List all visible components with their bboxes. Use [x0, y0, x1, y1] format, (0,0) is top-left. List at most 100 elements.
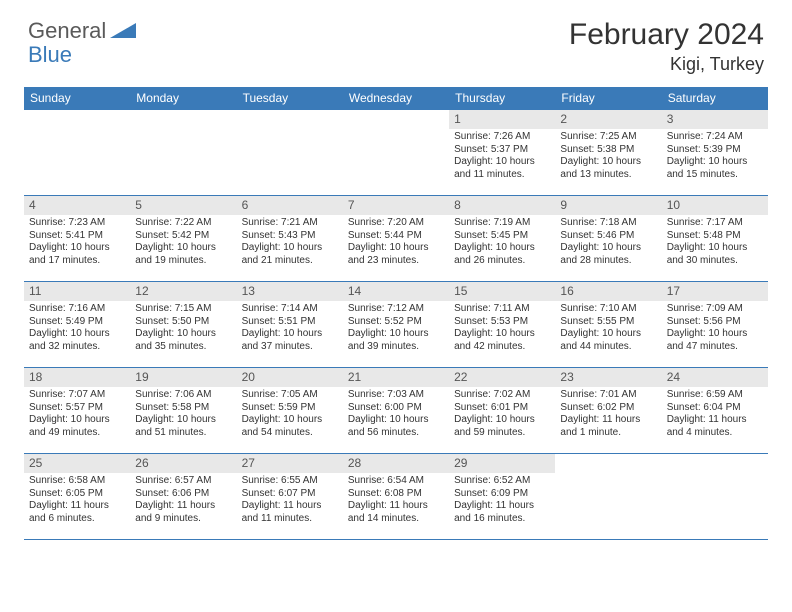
day-details: Sunrise: 6:54 AMSunset: 6:08 PMDaylight:… [343, 475, 449, 528]
daylight-text: Daylight: 10 hours and 37 minutes. [242, 328, 338, 353]
day-details: Sunrise: 7:20 AMSunset: 5:44 PMDaylight:… [343, 217, 449, 270]
day-details: Sunrise: 7:24 AMSunset: 5:39 PMDaylight:… [662, 131, 768, 184]
day-details: Sunrise: 7:06 AMSunset: 5:58 PMDaylight:… [130, 389, 236, 442]
calendar-week-row: 18Sunrise: 7:07 AMSunset: 5:57 PMDayligh… [24, 368, 768, 454]
day-number: 24 [662, 368, 768, 387]
calendar-day-cell: 26Sunrise: 6:57 AMSunset: 6:06 PMDayligh… [130, 454, 236, 540]
sunrise-text: Sunrise: 7:19 AM [454, 217, 550, 230]
weekday-header: Friday [555, 87, 661, 110]
calendar-table: SundayMondayTuesdayWednesdayThursdayFrid… [24, 87, 768, 540]
day-number: 22 [449, 368, 555, 387]
sunrise-text: Sunrise: 7:17 AM [667, 217, 763, 230]
day-number: 19 [130, 368, 236, 387]
day-number: 23 [555, 368, 661, 387]
sunset-text: Sunset: 5:50 PM [135, 316, 231, 329]
daylight-text: Daylight: 11 hours and 16 minutes. [454, 500, 550, 525]
daylight-text: Daylight: 10 hours and 21 minutes. [242, 242, 338, 267]
day-number: 16 [555, 282, 661, 301]
day-details: Sunrise: 6:57 AMSunset: 6:06 PMDaylight:… [130, 475, 236, 528]
sunrise-text: Sunrise: 7:01 AM [560, 389, 656, 402]
day-number: 9 [555, 196, 661, 215]
weekday-header: Tuesday [237, 87, 343, 110]
weekday-header: Monday [130, 87, 236, 110]
sunset-text: Sunset: 6:09 PM [454, 488, 550, 501]
calendar-day-cell: 4Sunrise: 7:23 AMSunset: 5:41 PMDaylight… [24, 196, 130, 282]
day-details: Sunrise: 7:25 AMSunset: 5:38 PMDaylight:… [555, 131, 661, 184]
calendar-day-cell: 6 Sunrise: 7:21 AMSunset: 5:43 PMDaylight… [237, 196, 343, 282]
sunrise-text: Sunrise: 7:06 AM [135, 389, 231, 402]
calendar-empty-cell [662, 454, 768, 540]
calendar-day-cell: 14 Sunrise: 7:12 AMSunset: 5:52 PMDayligh… [343, 282, 449, 368]
sunset-text: Sunset: 6:07 PM [242, 488, 338, 501]
calendar-day-cell: 17Sunrise: 7:09 AMSunset: 5:56 PMDayligh… [662, 282, 768, 368]
daylight-text: Daylight: 10 hours and 19 minutes. [135, 242, 231, 267]
weekday-header: Saturday [662, 87, 768, 110]
day-details: Sunrise: 7:26 AMSunset: 5:37 PMDaylight:… [449, 131, 555, 184]
calendar-day-cell: 21Sunrise: 7:03 AMSunset: 6:00 PMDayligh… [343, 368, 449, 454]
calendar-day-cell: 2Sunrise: 7:25 AMSunset: 5:38 PMDaylight… [555, 110, 661, 196]
title-block: February 2024 Kigi, Turkey [569, 18, 764, 75]
daylight-text: Daylight: 10 hours and 26 minutes. [454, 242, 550, 267]
daylight-text: Daylight: 10 hours and 35 minutes. [135, 328, 231, 353]
daylight-text: Daylight: 10 hours and 17 minutes. [29, 242, 125, 267]
day-details: Sunrise: 6:55 AMSunset: 6:07 PMDaylight:… [237, 475, 343, 528]
day-details: Sunrise: 7:12 AMSunset: 5:52 PMDaylight:… [343, 303, 449, 356]
day-number: 8 [449, 196, 555, 215]
daylight-text: Daylight: 10 hours and 49 minutes. [29, 414, 125, 439]
day-details: Sunrise: 7:07 AMSunset: 5:57 PMDaylight:… [24, 389, 130, 442]
daylight-text: Daylight: 11 hours and 14 minutes. [348, 500, 444, 525]
day-details: Sunrise: 7:21 AMSunset: 5:43 PMDaylight:… [237, 217, 343, 270]
calendar-day-cell: 9Sunrise: 7:18 AMSunset: 5:46 PMDaylight… [555, 196, 661, 282]
sunrise-text: Sunrise: 7:10 AM [560, 303, 656, 316]
day-details: Sunrise: 6:52 AMSunset: 6:09 PMDaylight:… [449, 475, 555, 528]
sunset-text: Sunset: 5:45 PM [454, 230, 550, 243]
sunrise-text: Sunrise: 7:22 AM [135, 217, 231, 230]
sunset-text: Sunset: 6:05 PM [29, 488, 125, 501]
location: Kigi, Turkey [569, 54, 764, 75]
sunset-text: Sunset: 5:51 PM [242, 316, 338, 329]
day-number: 17 [662, 282, 768, 301]
sunrise-text: Sunrise: 7:05 AM [242, 389, 338, 402]
day-details: Sunrise: 7:19 AMSunset: 5:45 PMDaylight:… [449, 217, 555, 270]
day-number: 5 [130, 196, 236, 215]
sunset-text: Sunset: 6:08 PM [348, 488, 444, 501]
calendar-day-cell: 25 Sunrise: 6:58 AMSunset: 6:05 PMDayligh… [24, 454, 130, 540]
sunrise-text: Sunrise: 7:26 AM [454, 131, 550, 144]
sunset-text: Sunset: 5:59 PM [242, 402, 338, 415]
daylight-text: Daylight: 10 hours and 54 minutes. [242, 414, 338, 439]
logo-blue-row: Blue [28, 42, 72, 68]
day-number: 10 [662, 196, 768, 215]
day-number: 3 [662, 110, 768, 129]
daylight-text: Daylight: 11 hours and 1 minute. [560, 414, 656, 439]
sunrise-text: Sunrise: 7:18 AM [560, 217, 656, 230]
daylight-text: Daylight: 10 hours and 44 minutes. [560, 328, 656, 353]
calendar-day-cell: 12Sunrise: 7:15 AMSunset: 5:50 PMDayligh… [130, 282, 236, 368]
day-number: 29 [449, 454, 555, 473]
day-number: 28 [343, 454, 449, 473]
day-number: 25 [24, 454, 130, 473]
sunset-text: Sunset: 5:42 PM [135, 230, 231, 243]
sunset-text: Sunset: 6:04 PM [667, 402, 763, 415]
day-number: 1 [449, 110, 555, 129]
calendar-header-row: SundayMondayTuesdayWednesdayThursdayFrid… [24, 87, 768, 110]
logo-triangle-icon [110, 20, 136, 43]
sunrise-text: Sunrise: 6:58 AM [29, 475, 125, 488]
daylight-text: Daylight: 10 hours and 23 minutes. [348, 242, 444, 267]
day-number: 11 [24, 282, 130, 301]
day-number: 14 [343, 282, 449, 301]
day-number: 12 [130, 282, 236, 301]
calendar-day-cell: 22Sunrise: 7:02 AMSunset: 6:01 PMDayligh… [449, 368, 555, 454]
sunset-text: Sunset: 5:53 PM [454, 316, 550, 329]
day-details: Sunrise: 7:14 AMSunset: 5:51 PMDaylight:… [237, 303, 343, 356]
sunset-text: Sunset: 5:38 PM [560, 144, 656, 157]
sunrise-text: Sunrise: 7:07 AM [29, 389, 125, 402]
day-number: 6 [237, 196, 343, 215]
calendar-day-cell: 1 Sunrise: 7:26 AMSunset: 5:37 PMDaylight… [449, 110, 555, 196]
day-details: Sunrise: 7:11 AMSunset: 5:53 PMDaylight:… [449, 303, 555, 356]
day-number: 7 [343, 196, 449, 215]
calendar-empty-cell [555, 454, 661, 540]
daylight-text: Daylight: 11 hours and 6 minutes. [29, 500, 125, 525]
calendar-day-cell: 7 Sunrise: 7:20 AMSunset: 5:44 PMDaylight… [343, 196, 449, 282]
calendar-day-cell: 27Sunrise: 6:55 AMSunset: 6:07 PMDayligh… [237, 454, 343, 540]
sunset-text: Sunset: 6:00 PM [348, 402, 444, 415]
